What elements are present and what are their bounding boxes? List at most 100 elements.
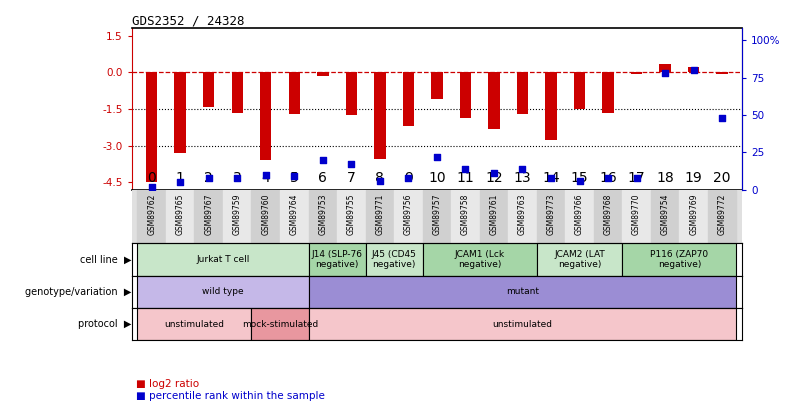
Text: GSM89762: GSM89762 (147, 194, 156, 235)
Point (716, 115, 729, 121)
Bar (394, 190, 423, 243)
Text: protocol  ▶: protocol ▶ (77, 319, 131, 329)
Point (174, 179, 187, 185)
Bar (317, 72, 329, 76)
Point (402, 175, 415, 181)
Point (687, 67, 700, 73)
Bar (659, 64, 671, 72)
Text: GSM89754: GSM89754 (661, 194, 670, 235)
Text: GSM89760: GSM89760 (261, 194, 271, 235)
Text: J45 (CD45
negative): J45 (CD45 negative) (372, 250, 417, 269)
Bar (574, 72, 585, 109)
Bar (651, 190, 679, 243)
Point (231, 175, 243, 181)
Bar (231, 72, 243, 113)
Text: GSM89761: GSM89761 (489, 194, 499, 235)
Bar (545, 72, 557, 140)
Bar (423, 190, 451, 243)
Bar (251, 308, 309, 340)
Bar (679, 190, 708, 243)
Bar (622, 190, 651, 243)
Text: mutant: mutant (506, 287, 539, 296)
Text: ■ percentile rank within the sample: ■ percentile rank within the sample (136, 391, 325, 401)
Bar (631, 72, 642, 74)
Bar (146, 72, 157, 182)
Text: GDS2352 / 24328: GDS2352 / 24328 (132, 14, 244, 27)
Point (516, 166, 529, 172)
Text: wild type: wild type (202, 287, 243, 296)
Text: GSM89772: GSM89772 (717, 194, 727, 235)
Text: J14 (SLP-76
negative): J14 (SLP-76 negative) (311, 250, 362, 269)
Text: GSM89773: GSM89773 (547, 194, 555, 235)
Text: unstimulated: unstimulated (492, 320, 552, 328)
Text: GSM89758: GSM89758 (461, 194, 470, 235)
Bar (537, 243, 622, 276)
Bar (517, 72, 528, 114)
Text: JCAM1 (Lck
negative): JCAM1 (Lck negative) (455, 250, 505, 269)
Point (573, 177, 586, 184)
Text: GSM89757: GSM89757 (433, 194, 441, 235)
Text: P116 (ZAP70
negative): P116 (ZAP70 negative) (650, 250, 709, 269)
Bar (166, 190, 195, 243)
Point (288, 173, 301, 179)
Point (373, 177, 386, 184)
Point (602, 175, 614, 181)
Point (145, 183, 158, 190)
Bar (602, 72, 614, 113)
Bar (346, 72, 357, 115)
Text: GSM89767: GSM89767 (204, 194, 213, 235)
Text: GSM89753: GSM89753 (318, 194, 327, 235)
Bar (431, 72, 443, 99)
Bar (337, 190, 365, 243)
Bar (309, 190, 337, 243)
Point (317, 157, 330, 163)
Text: cell line  ▶: cell line ▶ (80, 255, 131, 264)
Point (431, 153, 444, 160)
Text: GSM89771: GSM89771 (375, 194, 385, 235)
Bar (488, 72, 500, 128)
Bar (708, 190, 737, 243)
Bar (423, 243, 537, 276)
Text: Jurkat T cell: Jurkat T cell (196, 255, 250, 264)
Bar (688, 68, 699, 72)
Bar (175, 72, 186, 153)
Text: ■ log2 ratio: ■ log2 ratio (136, 379, 199, 389)
Text: unstimulated: unstimulated (164, 320, 224, 328)
Bar (137, 308, 251, 340)
Bar (365, 190, 394, 243)
Bar (537, 190, 565, 243)
Bar (451, 190, 480, 243)
Bar (594, 190, 622, 243)
Point (488, 170, 500, 177)
Point (459, 166, 472, 172)
Bar (309, 243, 365, 276)
Bar (508, 190, 537, 243)
Text: GSM89756: GSM89756 (404, 194, 413, 235)
Bar (403, 72, 414, 126)
Bar (622, 243, 737, 276)
Text: GSM89763: GSM89763 (518, 194, 527, 235)
Bar (460, 72, 471, 117)
Bar (374, 72, 385, 159)
Bar (223, 190, 251, 243)
Text: GSM89770: GSM89770 (632, 194, 641, 235)
Bar (137, 243, 309, 276)
Bar (289, 72, 300, 114)
Point (345, 161, 358, 168)
Text: GSM89766: GSM89766 (575, 194, 584, 235)
Bar (195, 190, 223, 243)
Bar (137, 190, 166, 243)
Bar (137, 276, 309, 308)
Point (203, 175, 215, 181)
Text: GSM89759: GSM89759 (233, 194, 242, 235)
Bar (309, 308, 737, 340)
Bar (260, 72, 271, 160)
Text: GSM89765: GSM89765 (176, 194, 184, 235)
Bar (280, 190, 309, 243)
Bar (309, 276, 737, 308)
Text: GSM89755: GSM89755 (347, 194, 356, 235)
Point (544, 175, 557, 181)
Point (658, 70, 671, 77)
Bar (480, 190, 508, 243)
Text: GSM89764: GSM89764 (290, 194, 298, 235)
